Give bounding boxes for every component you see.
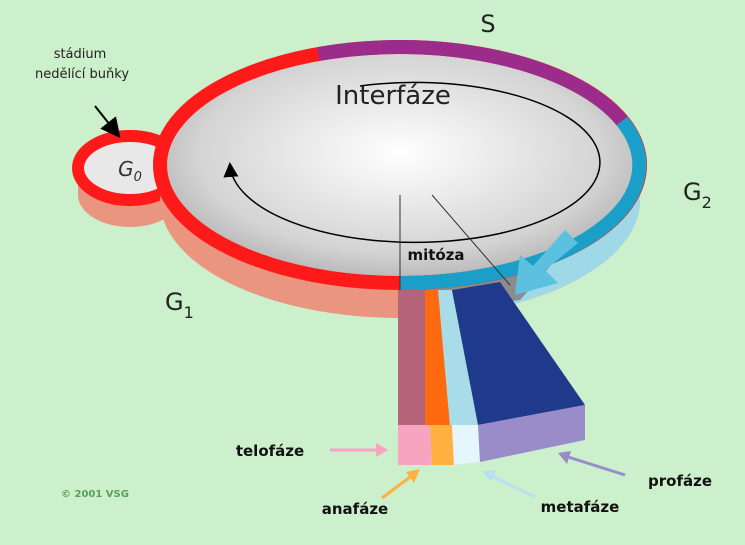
cell-cycle-diagram: G0 S stádium nedělící buňky Interfáze mi…: [0, 0, 745, 545]
g2-sub: 2: [702, 193, 712, 212]
g0-sub: 0: [134, 170, 142, 185]
note-line: stádium: [54, 47, 107, 62]
metaphase-label: metafáze: [541, 498, 620, 516]
prophase-label: profáze: [648, 472, 712, 490]
metaphase-bottom: [452, 425, 480, 465]
telophase-bottom: [398, 425, 432, 465]
telophase-face: [398, 290, 425, 425]
g1-base: G: [165, 288, 184, 316]
note-line: nedělící buňky: [35, 67, 129, 82]
interphase-label: Interfáze: [335, 81, 451, 111]
telophase-label: telofáze: [236, 442, 304, 460]
s-label: S: [480, 10, 495, 38]
anaphase-bottom: [430, 425, 454, 465]
anaphase-label: anafáze: [322, 500, 388, 518]
copyright: © 2001 VSG: [61, 489, 129, 500]
mitosis-label: mitóza: [407, 246, 464, 264]
g0-base: G: [118, 157, 134, 181]
g2-base: G: [683, 178, 702, 206]
g1-sub: 1: [184, 303, 194, 322]
